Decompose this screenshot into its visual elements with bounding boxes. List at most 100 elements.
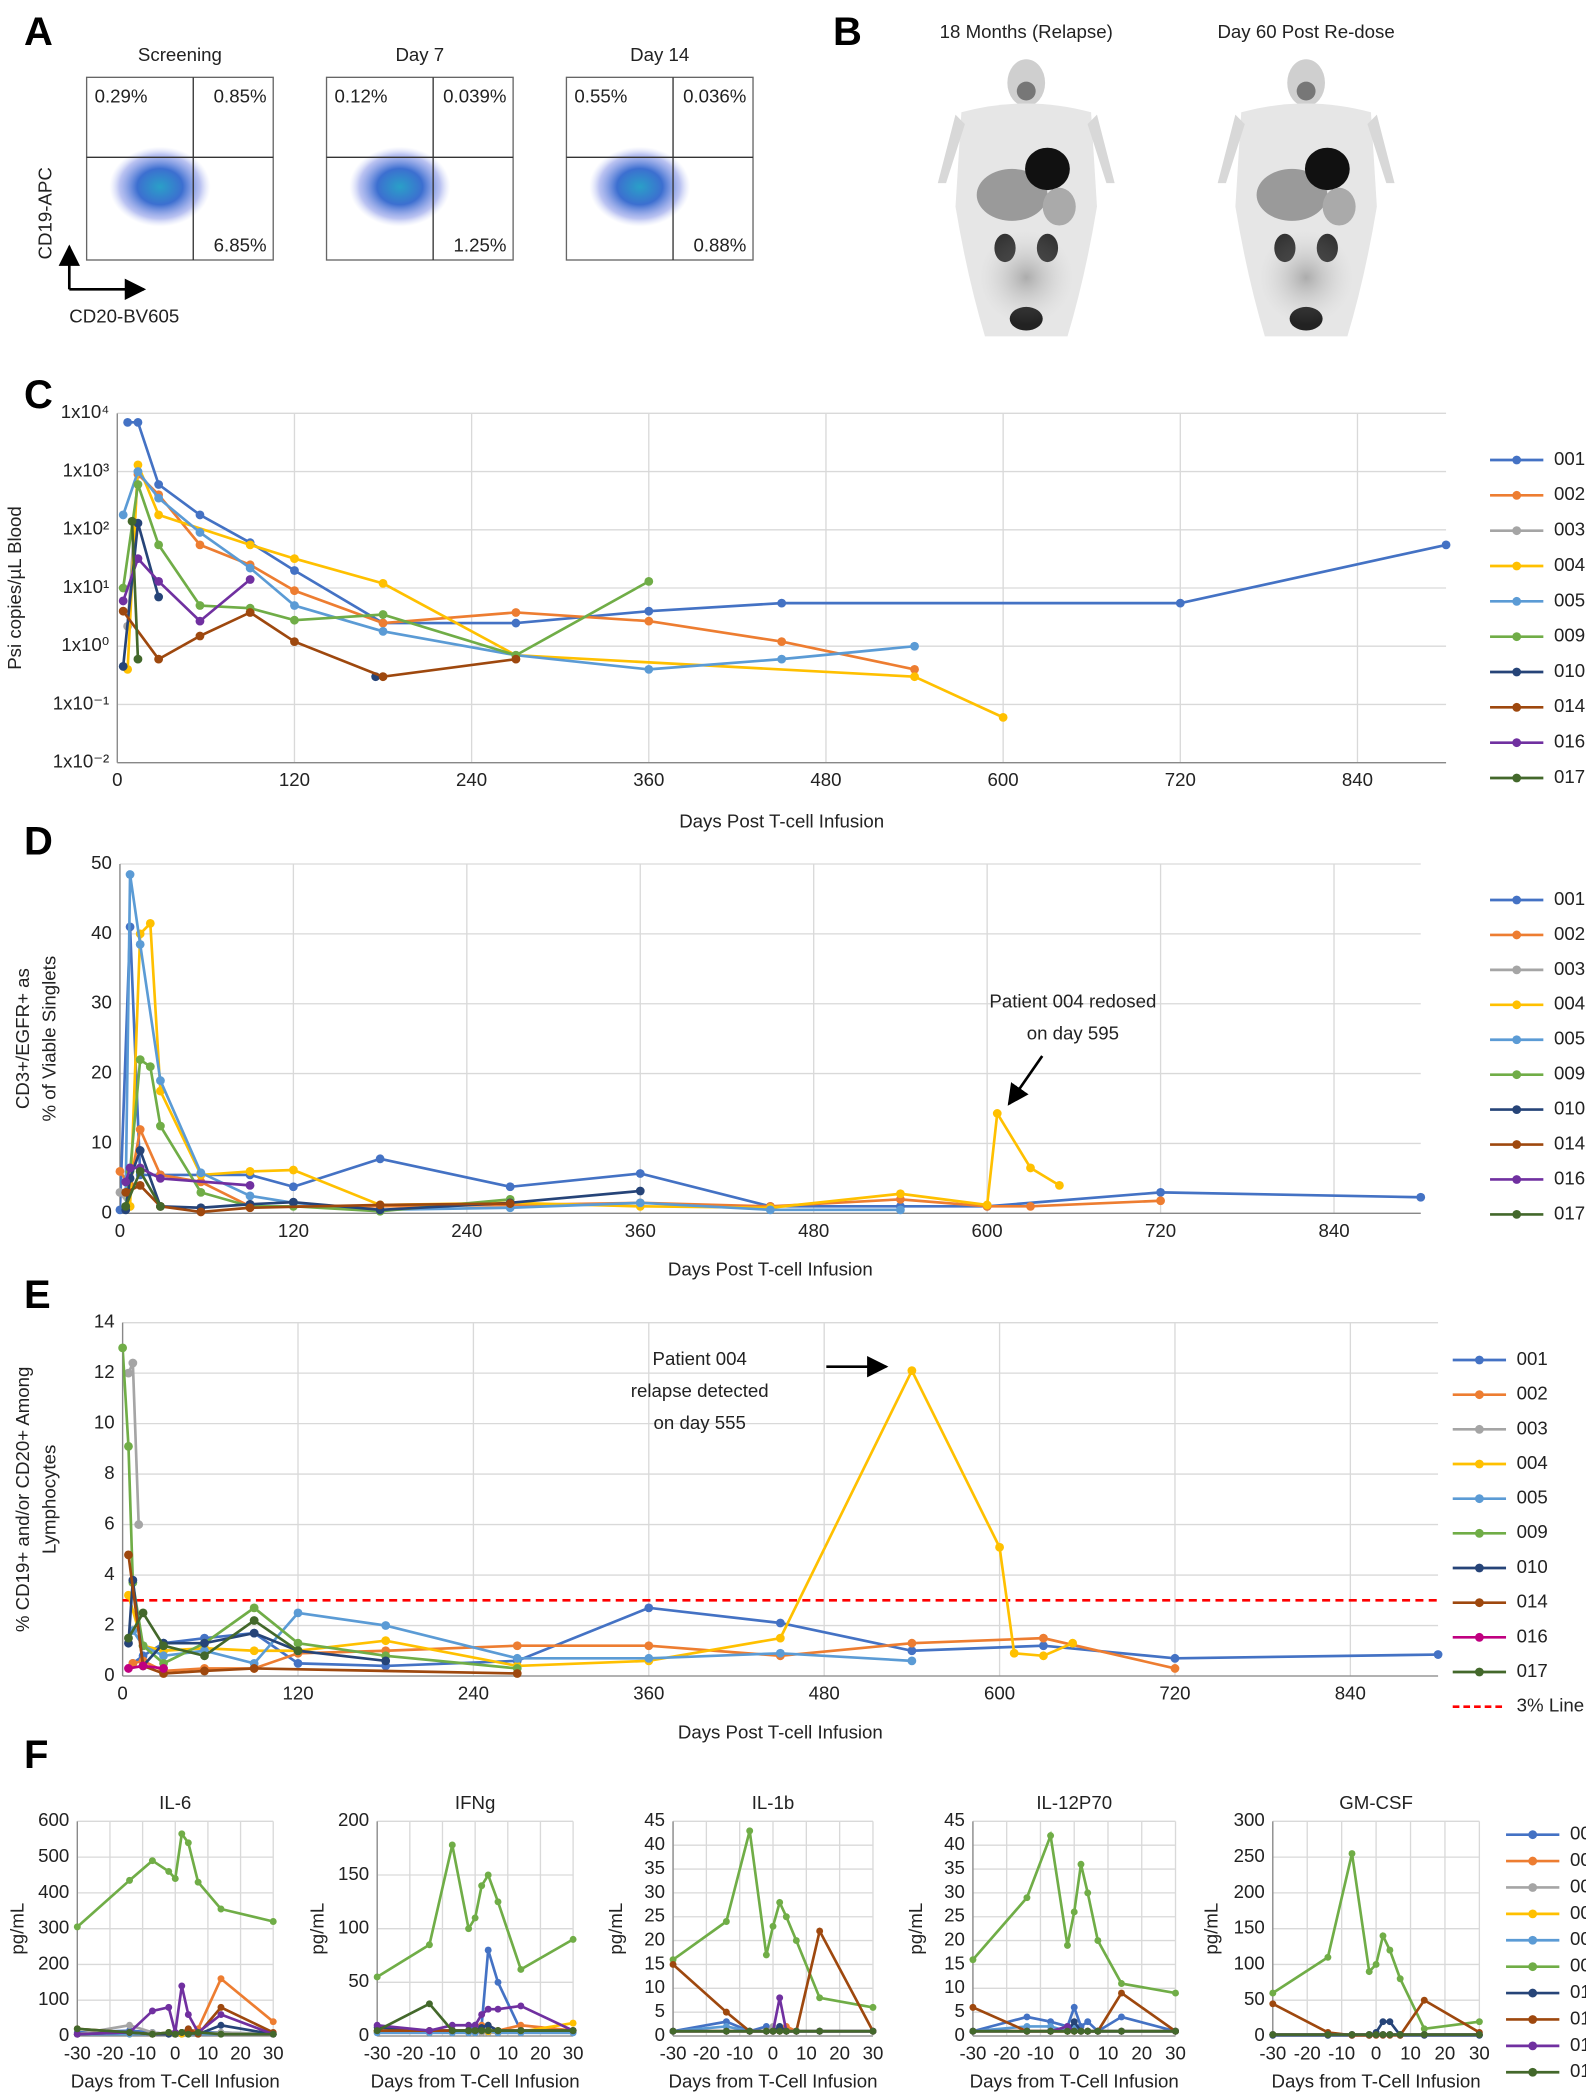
legend-swatch xyxy=(1528,1988,1538,1998)
data-point xyxy=(249,1664,259,1673)
data-point xyxy=(118,662,128,671)
x-tick-label: -30 xyxy=(64,2043,91,2064)
chart-title: IL-1b xyxy=(752,1792,795,1813)
data-point xyxy=(165,1867,173,1875)
data-point xyxy=(746,2027,754,2035)
y-tick-label: 1x10⁰ xyxy=(61,634,109,655)
data-point xyxy=(217,1975,225,1983)
y-axis-title: pg/mL xyxy=(905,1903,926,1955)
data-point xyxy=(290,615,299,625)
data-point xyxy=(154,654,164,664)
series-line xyxy=(126,464,1004,719)
y-tick-label: 0 xyxy=(359,2024,369,2045)
data-point xyxy=(1118,1980,1125,1987)
data-point xyxy=(200,1666,209,1676)
data-point xyxy=(195,631,205,641)
series-line xyxy=(121,468,915,671)
data-point xyxy=(1379,1932,1387,1940)
data-point xyxy=(156,1201,165,1211)
x-tick-label: 720 xyxy=(1145,1220,1176,1241)
series-line xyxy=(128,920,1061,1210)
data-point xyxy=(293,1658,303,1668)
y-axis-title: CD3+/EGFR+ as xyxy=(12,968,33,1109)
x-tick-label: 0 xyxy=(170,2043,180,2064)
data-point xyxy=(669,2027,677,2035)
data-point xyxy=(381,1656,391,1666)
data-point xyxy=(776,2027,784,2035)
data-point xyxy=(135,1167,145,1176)
y-tick-label: 150 xyxy=(1234,1917,1265,1938)
legend-swatch xyxy=(1528,1830,1538,1840)
data-point xyxy=(1441,540,1451,550)
data-point xyxy=(1063,2027,1071,2035)
legend-swatch xyxy=(1512,1140,1522,1149)
x-tick-label: 20 xyxy=(1435,2043,1456,2064)
data-point xyxy=(245,1203,255,1213)
annotation: on day 555 xyxy=(654,1412,746,1433)
y-tick-label: 200 xyxy=(1234,1881,1265,1902)
x-tick-label: 0 xyxy=(470,2043,480,2064)
data-point xyxy=(512,1641,522,1651)
y-axis-title: % CD19+ and/or CD20+ Among xyxy=(12,1367,33,1633)
legend-swatch xyxy=(1474,1632,1484,1642)
legend-label: 003 xyxy=(1517,1417,1548,1438)
y-tick-label: 0 xyxy=(59,2024,69,2045)
data-point xyxy=(135,1146,145,1155)
x-tick-label: -20 xyxy=(993,2043,1020,2064)
y-tick-label: 0 xyxy=(1254,2024,1264,2045)
data-point xyxy=(471,2021,479,2029)
data-point xyxy=(1386,2031,1394,2039)
data-point xyxy=(126,2028,134,2036)
data-point xyxy=(290,637,299,647)
legend-swatch xyxy=(1528,1909,1538,1919)
x-tick-label: 30 xyxy=(263,2043,284,2064)
data-point xyxy=(1118,2027,1125,2035)
y-axis-title: % of Viable Singlets xyxy=(39,956,60,1122)
y-tick-label: 1x10⁻² xyxy=(53,751,110,772)
data-point xyxy=(1063,2022,1071,2030)
data-point xyxy=(1084,2027,1092,2035)
legend-label: 002 xyxy=(1554,923,1585,944)
x-tick-label: 120 xyxy=(279,769,310,790)
data-point xyxy=(1023,2027,1031,2035)
legend-label: 003 xyxy=(1554,958,1585,979)
legend-label: 002 xyxy=(1554,483,1585,504)
data-point xyxy=(73,2025,81,2033)
data-point xyxy=(184,2030,192,2038)
data-point xyxy=(969,1956,977,1964)
x-tick-label: -10 xyxy=(429,2043,456,2064)
data-point xyxy=(998,712,1008,722)
legend-label: 005 xyxy=(1517,1487,1548,1508)
data-point xyxy=(134,1520,144,1529)
data-point xyxy=(148,2030,156,2038)
data-point xyxy=(478,1882,486,1890)
series-line xyxy=(121,556,252,623)
quadrant-label: 0.039% xyxy=(443,85,506,106)
pet-title: 18 Months (Relapse) xyxy=(940,21,1113,42)
data-point xyxy=(448,2027,456,2035)
data-point xyxy=(121,1201,131,1211)
x-tick-label: 480 xyxy=(810,769,841,790)
y-axis-title: Psi copies/µL Blood xyxy=(4,506,25,670)
data-point xyxy=(635,1186,645,1196)
x-tick-label: 360 xyxy=(633,769,664,790)
chart-title: IL-12P70 xyxy=(1036,1792,1112,1813)
data-point xyxy=(126,1876,134,1884)
data-point xyxy=(569,1935,577,1943)
data-point xyxy=(1047,1832,1055,1840)
data-point xyxy=(135,1180,145,1190)
data-point xyxy=(115,1167,125,1176)
y-axis-title: pg/mL xyxy=(306,1903,327,1955)
legend-swatch xyxy=(1512,667,1522,677)
data-point xyxy=(1063,1941,1071,1949)
x-tick-label: 0 xyxy=(1371,2043,1381,2064)
data-point xyxy=(200,1638,209,1648)
data-point xyxy=(154,480,164,489)
chart-title: IL-6 xyxy=(159,1792,191,1813)
data-point xyxy=(907,1656,917,1666)
legend-label: 003 xyxy=(1554,519,1585,540)
data-point xyxy=(195,616,205,626)
data-point xyxy=(133,654,143,664)
data-point xyxy=(217,1905,225,1913)
